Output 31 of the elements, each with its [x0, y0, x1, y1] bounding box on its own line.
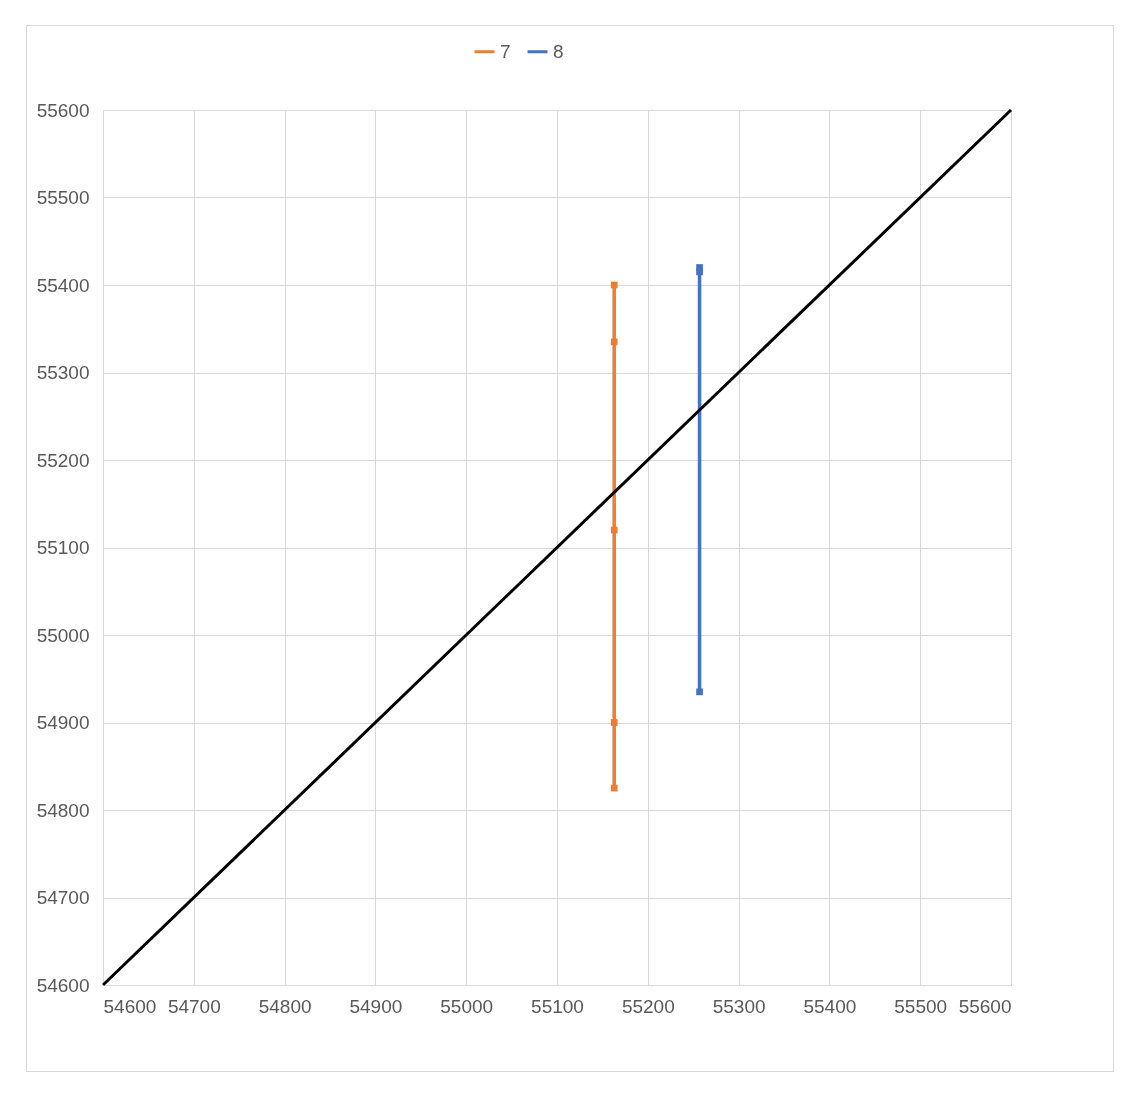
y-tick-label: 55200 — [36, 449, 90, 471]
point — [610, 784, 618, 792]
point — [696, 688, 703, 696]
point — [610, 338, 618, 346]
y-tick-label: 54800 — [36, 799, 90, 821]
x-tick-label: 55600 — [958, 995, 1012, 1017]
x-tick-label: 55300 — [712, 995, 766, 1017]
y-tick-label: 55000 — [36, 624, 90, 646]
y-tick-label: 55300 — [36, 362, 90, 383]
x-tick-label: 54700 — [167, 995, 221, 1017]
x-tick-label: 55500 — [894, 995, 948, 1017]
point — [610, 526, 618, 534]
x-tick-label: 55000 — [440, 995, 494, 1017]
x-tick-label: 54600 — [103, 995, 157, 1017]
x-tick-label: 55200 — [621, 995, 675, 1017]
y-tick-label: 55600 — [36, 99, 90, 121]
y-tick-label: 54600 — [36, 974, 90, 996]
legend-label: 8 — [553, 40, 564, 62]
y-tick-label: 54700 — [36, 887, 90, 908]
legend-label: 7 — [500, 40, 511, 62]
point — [610, 719, 618, 726]
x-tick-label: 54900 — [349, 995, 403, 1017]
x-tick-label: 54800 — [258, 995, 312, 1017]
point — [610, 281, 618, 289]
y-tick-label: 54900 — [36, 712, 90, 733]
x-tick-label: 55400 — [803, 995, 857, 1017]
point — [696, 268, 703, 276]
y-tick-label: 55400 — [36, 274, 90, 296]
x-tick-label: 55100 — [531, 995, 584, 1017]
y-tick-label: 55100 — [36, 537, 90, 558]
y-tick-label: 55500 — [36, 187, 90, 208]
